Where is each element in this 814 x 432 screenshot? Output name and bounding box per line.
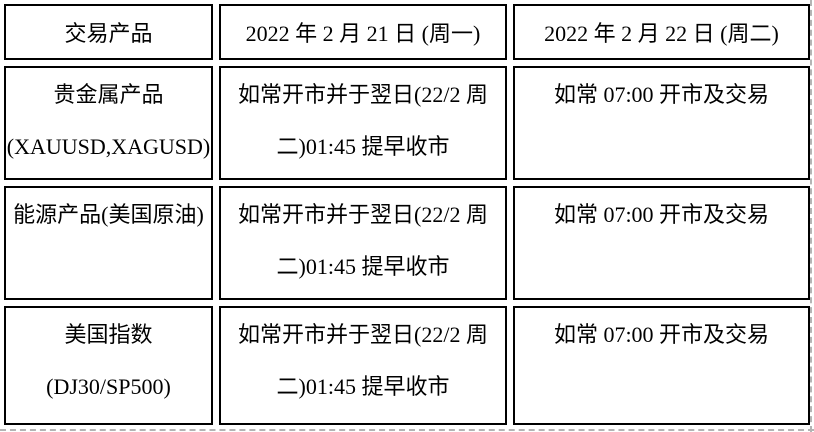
cell-monday-precious-metals: 如常开市并于翌日(22/2 周 二)01:45 提早收市: [219, 66, 507, 180]
cell-line: 如常 07:00 开市及交易: [553, 82, 770, 107]
cell-product-precious-metals: 贵金属产品 (XAUUSD,XAGUSD): [4, 66, 213, 180]
cell-line: 如常开市并于翌日(22/2 周: [238, 82, 488, 107]
cell-line: 二)01:45 提早收市: [276, 254, 450, 279]
cell-line: 如常 07:00 开市及交易: [553, 202, 770, 227]
cell-tuesday-us-indices: 如常 07:00 开市及交易: [513, 306, 810, 425]
cell-line: 能源产品(美国原油): [13, 202, 204, 227]
header-label-product: 交易产品: [64, 21, 153, 46]
cell-tuesday-energy: 如常 07:00 开市及交易: [513, 186, 810, 300]
cell-line: 美国指数: [64, 322, 153, 347]
cell-line: 如常开市并于翌日(22/2 周: [238, 202, 488, 227]
cell-line: 贵金属产品: [53, 82, 164, 107]
cell-line: (DJ30/SP500): [46, 374, 171, 399]
cell-line: (XAUUSD,XAGUSD): [6, 134, 211, 159]
cell-line: 二)01:45 提早收市: [276, 374, 450, 399]
cell-line: 二)01:45 提早收市: [276, 134, 450, 159]
header-label-tuesday: 2022 年 2 月 22 日 (周二): [544, 21, 779, 46]
cell-product-us-indices: 美国指数 (DJ30/SP500): [4, 306, 213, 425]
cell-monday-energy: 如常开市并于翌日(22/2 周 二)01:45 提早收市: [219, 186, 507, 300]
cell-product-energy: 能源产品(美国原油): [4, 186, 213, 300]
cell-tuesday-precious-metals: 如常 07:00 开市及交易: [513, 66, 810, 180]
header-cell-tuesday: 2022 年 2 月 22 日 (周二): [513, 4, 810, 60]
page-boundary-dashed-bottom: [0, 429, 814, 431]
cell-line: 如常开市并于翌日(22/2 周: [238, 322, 488, 347]
cell-monday-us-indices: 如常开市并于翌日(22/2 周 二)01:45 提早收市: [219, 306, 507, 425]
header-cell-monday: 2022 年 2 月 21 日 (周一): [219, 4, 507, 60]
header-cell-product: 交易产品: [4, 4, 213, 60]
header-label-monday: 2022 年 2 月 21 日 (周一): [245, 21, 481, 46]
page-boundary-dashed-right: [810, 0, 812, 432]
cell-line: 如常 07:00 开市及交易: [553, 322, 770, 347]
